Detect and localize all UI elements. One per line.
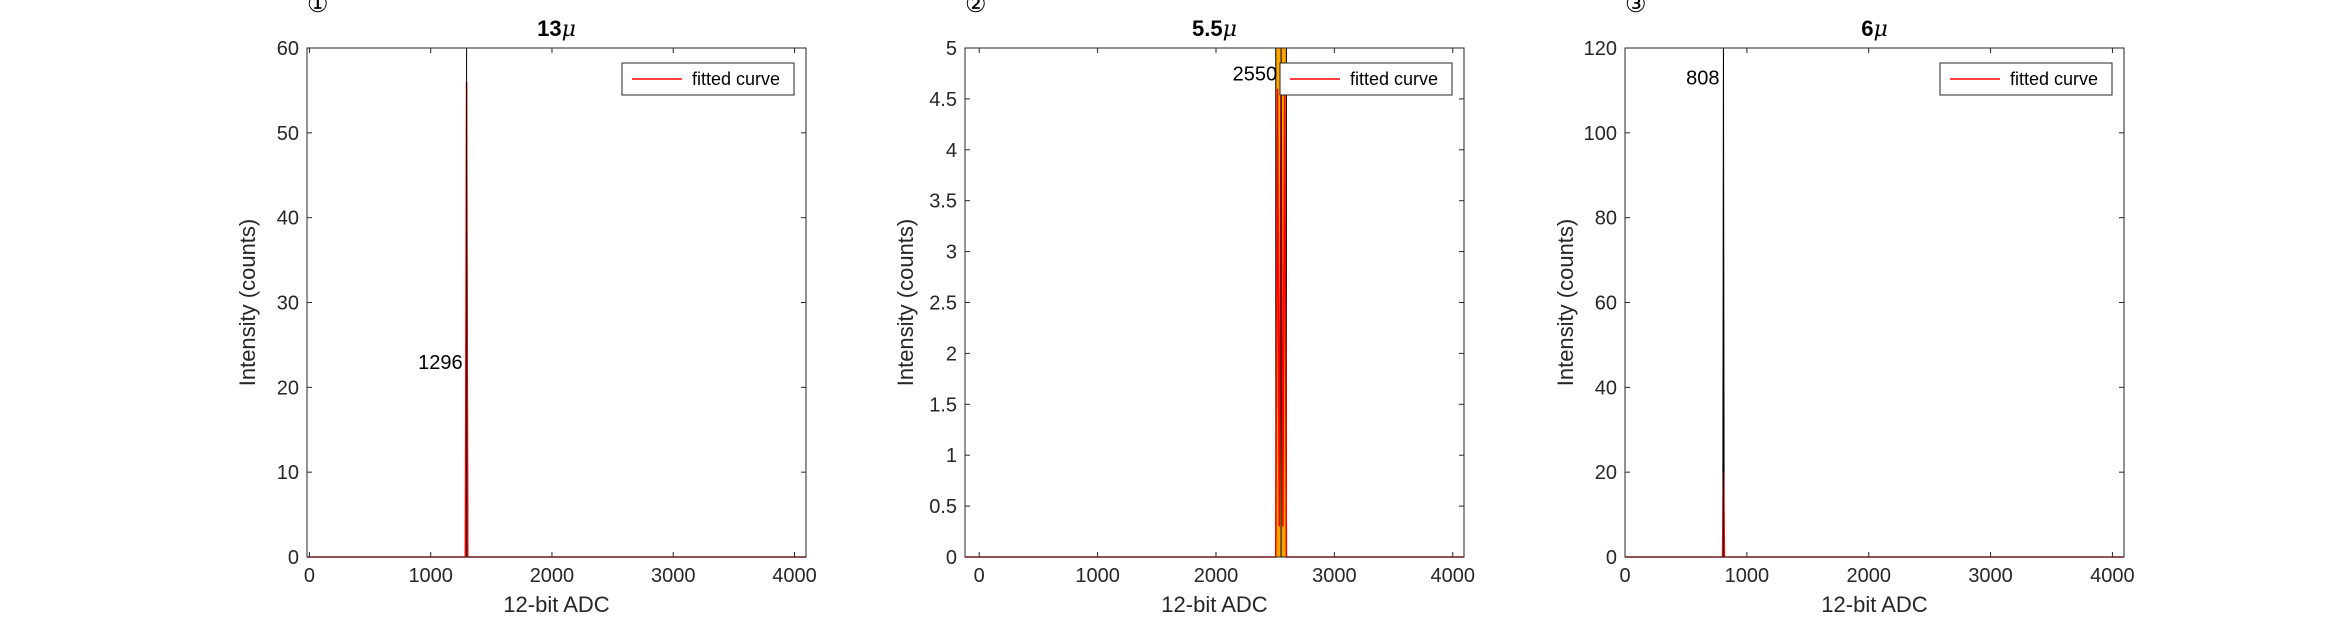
y-tick-label: 100	[1584, 123, 1617, 145]
y-tick-label: 10	[277, 462, 299, 484]
peak-label: 808	[1686, 68, 1719, 90]
panel-number: ①	[307, 0, 329, 18]
plot-area	[307, 48, 806, 557]
x-tick-label: 0	[304, 565, 315, 587]
y-tick-label: 0	[946, 547, 957, 569]
chart-title: 13μ	[537, 16, 576, 42]
chart-title: 6μ	[1861, 16, 1888, 42]
y-axis-label: Intensity (counts)	[893, 219, 918, 387]
x-tick-label: 0	[974, 565, 985, 587]
y-tick-label: 2	[946, 343, 957, 365]
x-tick-label: 2000	[530, 565, 575, 587]
y-tick-label: 0.5	[929, 496, 957, 518]
x-tick-label: 3000	[1312, 565, 1357, 587]
y-tick-label: 3	[946, 242, 957, 264]
y-tick-label: 3.5	[929, 191, 957, 213]
x-axis-label: 12-bit ADC	[503, 592, 609, 617]
legend: fitted curve	[1939, 62, 2113, 96]
plot-area	[965, 48, 1464, 557]
chart-panel-2: 2550 0 1000 2000 3000 4000 0 0.5 1 1.5 2 2.5 3 3.5 4 4.…	[893, 0, 1475, 617]
y-tick-label: 60	[1595, 293, 1617, 315]
y-tick-label: 1.5	[929, 394, 957, 416]
chart-panel-1: 1296 0 1000 2000 3000 4000 0 10 20 30 40 50 60 12-bit…	[235, 0, 817, 617]
x-tick-label: 2000	[1846, 565, 1891, 587]
legend: fitted curve	[1279, 62, 1453, 96]
panel-number: ③	[1625, 0, 1647, 18]
chart-title: 5.5μ	[1192, 16, 1237, 42]
y-tick-label: 80	[1595, 208, 1617, 230]
y-tick-label: 60	[277, 38, 299, 60]
peak-label: 2550	[1233, 63, 1278, 85]
x-tick-label: 4000	[772, 565, 817, 587]
chart-panel-3: 808 0 1000 2000 3000 4000 0 20 40 60 80 100 120 12-bi…	[1553, 0, 2135, 617]
y-tick-label: 0	[288, 547, 299, 569]
y-tick-label: 4.5	[929, 89, 957, 111]
plot-area	[1625, 48, 2124, 557]
y-tick-label: 40	[1595, 377, 1617, 399]
y-tick-label: 2.5	[929, 293, 957, 315]
y-tick-label: 4	[946, 140, 957, 162]
y-tick-label: 40	[277, 208, 299, 230]
x-axis-label: 12-bit ADC	[1821, 592, 1927, 617]
x-tick-label: 2000	[1194, 565, 1239, 587]
y-tick-label: 120	[1584, 38, 1617, 60]
y-tick-label: 30	[277, 293, 299, 315]
y-tick-label: 0	[1606, 547, 1617, 569]
x-tick-label: 1000	[408, 565, 453, 587]
panel-number: ②	[965, 0, 987, 18]
legend-entry: fitted curve	[692, 69, 780, 89]
legend-entry: fitted curve	[1350, 69, 1438, 89]
y-tick-label: 5	[946, 38, 957, 60]
x-tick-label: 1000	[1075, 565, 1120, 587]
peak-label: 1296	[418, 352, 463, 374]
y-tick-label: 1	[946, 445, 957, 467]
legend-entry: fitted curve	[2010, 69, 2098, 89]
y-tick-label: 50	[277, 123, 299, 145]
legend: fitted curve	[621, 62, 795, 96]
x-axis-label: 12-bit ADC	[1161, 592, 1267, 617]
x-tick-label: 3000	[1968, 565, 2013, 587]
x-tick-label: 4000	[1431, 565, 1476, 587]
y-axis-label: Intensity (counts)	[235, 219, 260, 387]
y-tick-label: 20	[1595, 462, 1617, 484]
x-tick-label: 0	[1619, 565, 1630, 587]
x-tick-label: 1000	[1725, 565, 1770, 587]
y-axis-label: Intensity (counts)	[1553, 219, 1578, 387]
x-tick-label: 3000	[651, 565, 696, 587]
y-tick-label: 20	[277, 377, 299, 399]
x-tick-label: 4000	[2090, 565, 2135, 587]
